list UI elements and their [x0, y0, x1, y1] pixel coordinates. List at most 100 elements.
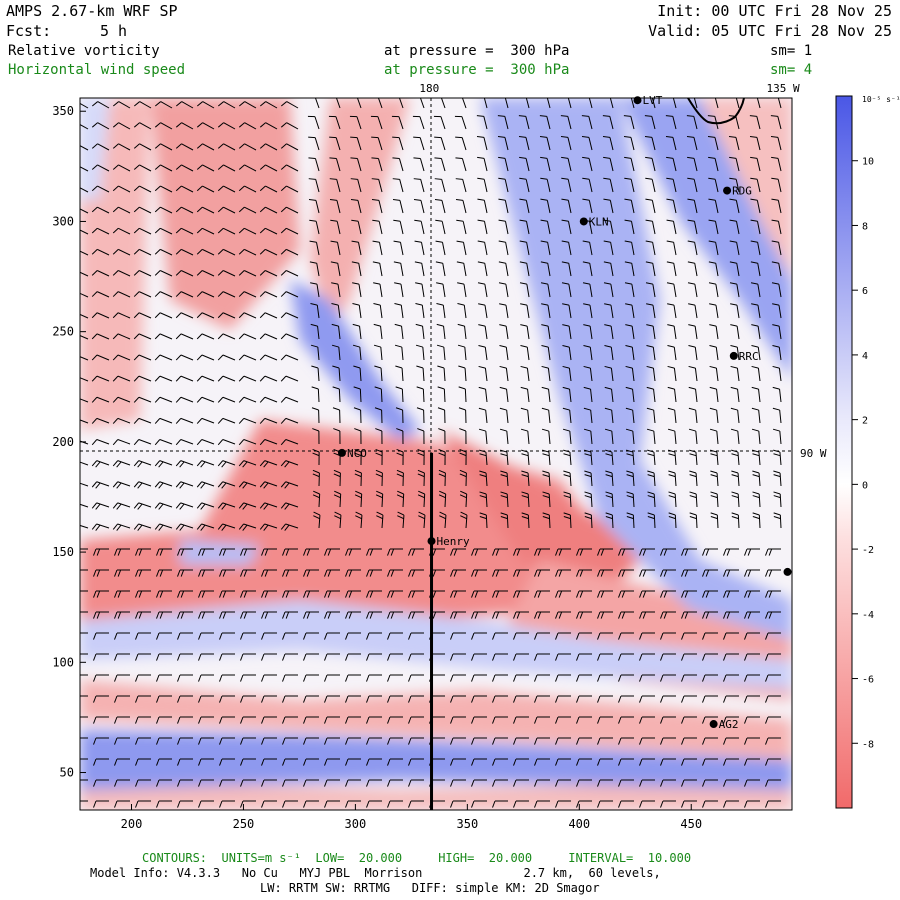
wind-barb: [555, 737, 571, 745]
wind-barb: [91, 354, 110, 361]
wind-barb: [238, 481, 257, 489]
wind-barb: [416, 386, 425, 403]
wind-barb: [259, 143, 278, 151]
wind-barb: [408, 779, 424, 787]
wind-barb: [196, 248, 215, 256]
wind-barb: [238, 375, 257, 382]
wind-barb: [261, 611, 277, 619]
wind-barb: [756, 98, 761, 109]
wind-barb: [133, 185, 152, 193]
wind-barb: [714, 98, 719, 109]
wind-barb: [398, 98, 404, 109]
wind-barb: [618, 779, 634, 787]
wind-barb: [597, 695, 613, 703]
wind-barb: [177, 632, 193, 640]
wind-barb: [261, 695, 277, 703]
wind-barb: [282, 716, 298, 724]
wind-barb: [133, 502, 152, 510]
wind-barb: [93, 737, 109, 745]
wind-barb: [238, 143, 257, 151]
wind-barb: [477, 219, 488, 235]
wind-barb: [156, 590, 172, 598]
wind-barb: [735, 98, 740, 109]
wind-barb: [80, 208, 89, 214]
wind-barb: [603, 240, 614, 256]
wind-barb: [392, 178, 404, 193]
wind-barb: [450, 590, 466, 598]
wind-barb: [639, 695, 655, 703]
wind-barb: [744, 548, 760, 556]
wind-barb: [689, 470, 698, 487]
wind-barb: [114, 548, 130, 556]
wind-barb: [540, 156, 551, 172]
wind-barb: [175, 396, 194, 403]
wind-barb: [668, 491, 677, 508]
wind-barb: [645, 177, 656, 193]
wind-barb: [660, 548, 676, 556]
wind-barb: [540, 261, 551, 277]
wind-barb: [499, 386, 509, 403]
plot-frame: [79, 97, 793, 811]
wind-barb: [458, 365, 467, 382]
wind-barb: [280, 101, 299, 109]
station-marker: [729, 351, 738, 360]
wind-barb: [154, 101, 173, 109]
wind-barb: [303, 548, 319, 556]
wind-barb: [408, 737, 424, 745]
wind-barb: [723, 674, 739, 682]
wind-barb: [354, 428, 362, 445]
wind-barb: [154, 354, 173, 361]
wind-barb: [308, 178, 320, 193]
wind-barb: [729, 156, 740, 172]
wind-barb: [660, 632, 676, 640]
wind-barb: [498, 261, 509, 277]
wind-barb: [497, 135, 509, 151]
wind-barb: [435, 240, 446, 256]
wind-barb: [135, 779, 151, 787]
wind-barb: [709, 324, 719, 340]
wind-barb: [259, 122, 278, 130]
wind-barb: [597, 569, 613, 577]
wind-barb: [135, 548, 151, 556]
wind-barb: [459, 428, 467, 445]
wind-barb: [259, 375, 278, 382]
wind-barb: [387, 632, 403, 640]
wind-barb: [196, 460, 215, 468]
wind-barb: [196, 206, 215, 214]
wind-barb: [80, 271, 89, 277]
wind-barb: [282, 590, 298, 598]
wind-barb: [196, 270, 215, 277]
wind-barb: [311, 407, 320, 424]
forecast-value: 5 h: [100, 22, 128, 40]
wind-barb: [324, 674, 340, 682]
wind-barb: [261, 737, 277, 745]
wind-barb: [492, 716, 508, 724]
wind-barb: [581, 115, 593, 130]
wind-barb: [709, 407, 719, 424]
wind-barb: [765, 779, 781, 787]
wind-barb: [645, 261, 656, 277]
wind-barb: [576, 800, 592, 808]
wind-barb: [459, 490, 468, 508]
wind-barb: [324, 737, 340, 745]
wind-barb: [408, 611, 424, 619]
wind-barb: [730, 386, 740, 403]
wind-barb: [576, 548, 592, 556]
meridian-label: 135 W: [766, 82, 799, 95]
wind-barb: [687, 219, 698, 235]
wind-barb: [771, 177, 782, 193]
wind-barb: [198, 611, 214, 619]
wind-barb: [135, 590, 151, 598]
wind-barb: [723, 548, 739, 556]
wind-barb: [371, 178, 383, 193]
wind-barb: [414, 219, 425, 235]
wind-barb: [436, 323, 446, 340]
wind-barb: [450, 569, 466, 577]
wind-barb: [772, 428, 782, 445]
wind-barb: [156, 548, 172, 556]
wind-barb: [709, 303, 719, 319]
wind-barb: [282, 611, 298, 619]
wind-barb: [687, 240, 698, 256]
wind-barb: [353, 386, 362, 403]
wind-barb: [498, 219, 509, 235]
